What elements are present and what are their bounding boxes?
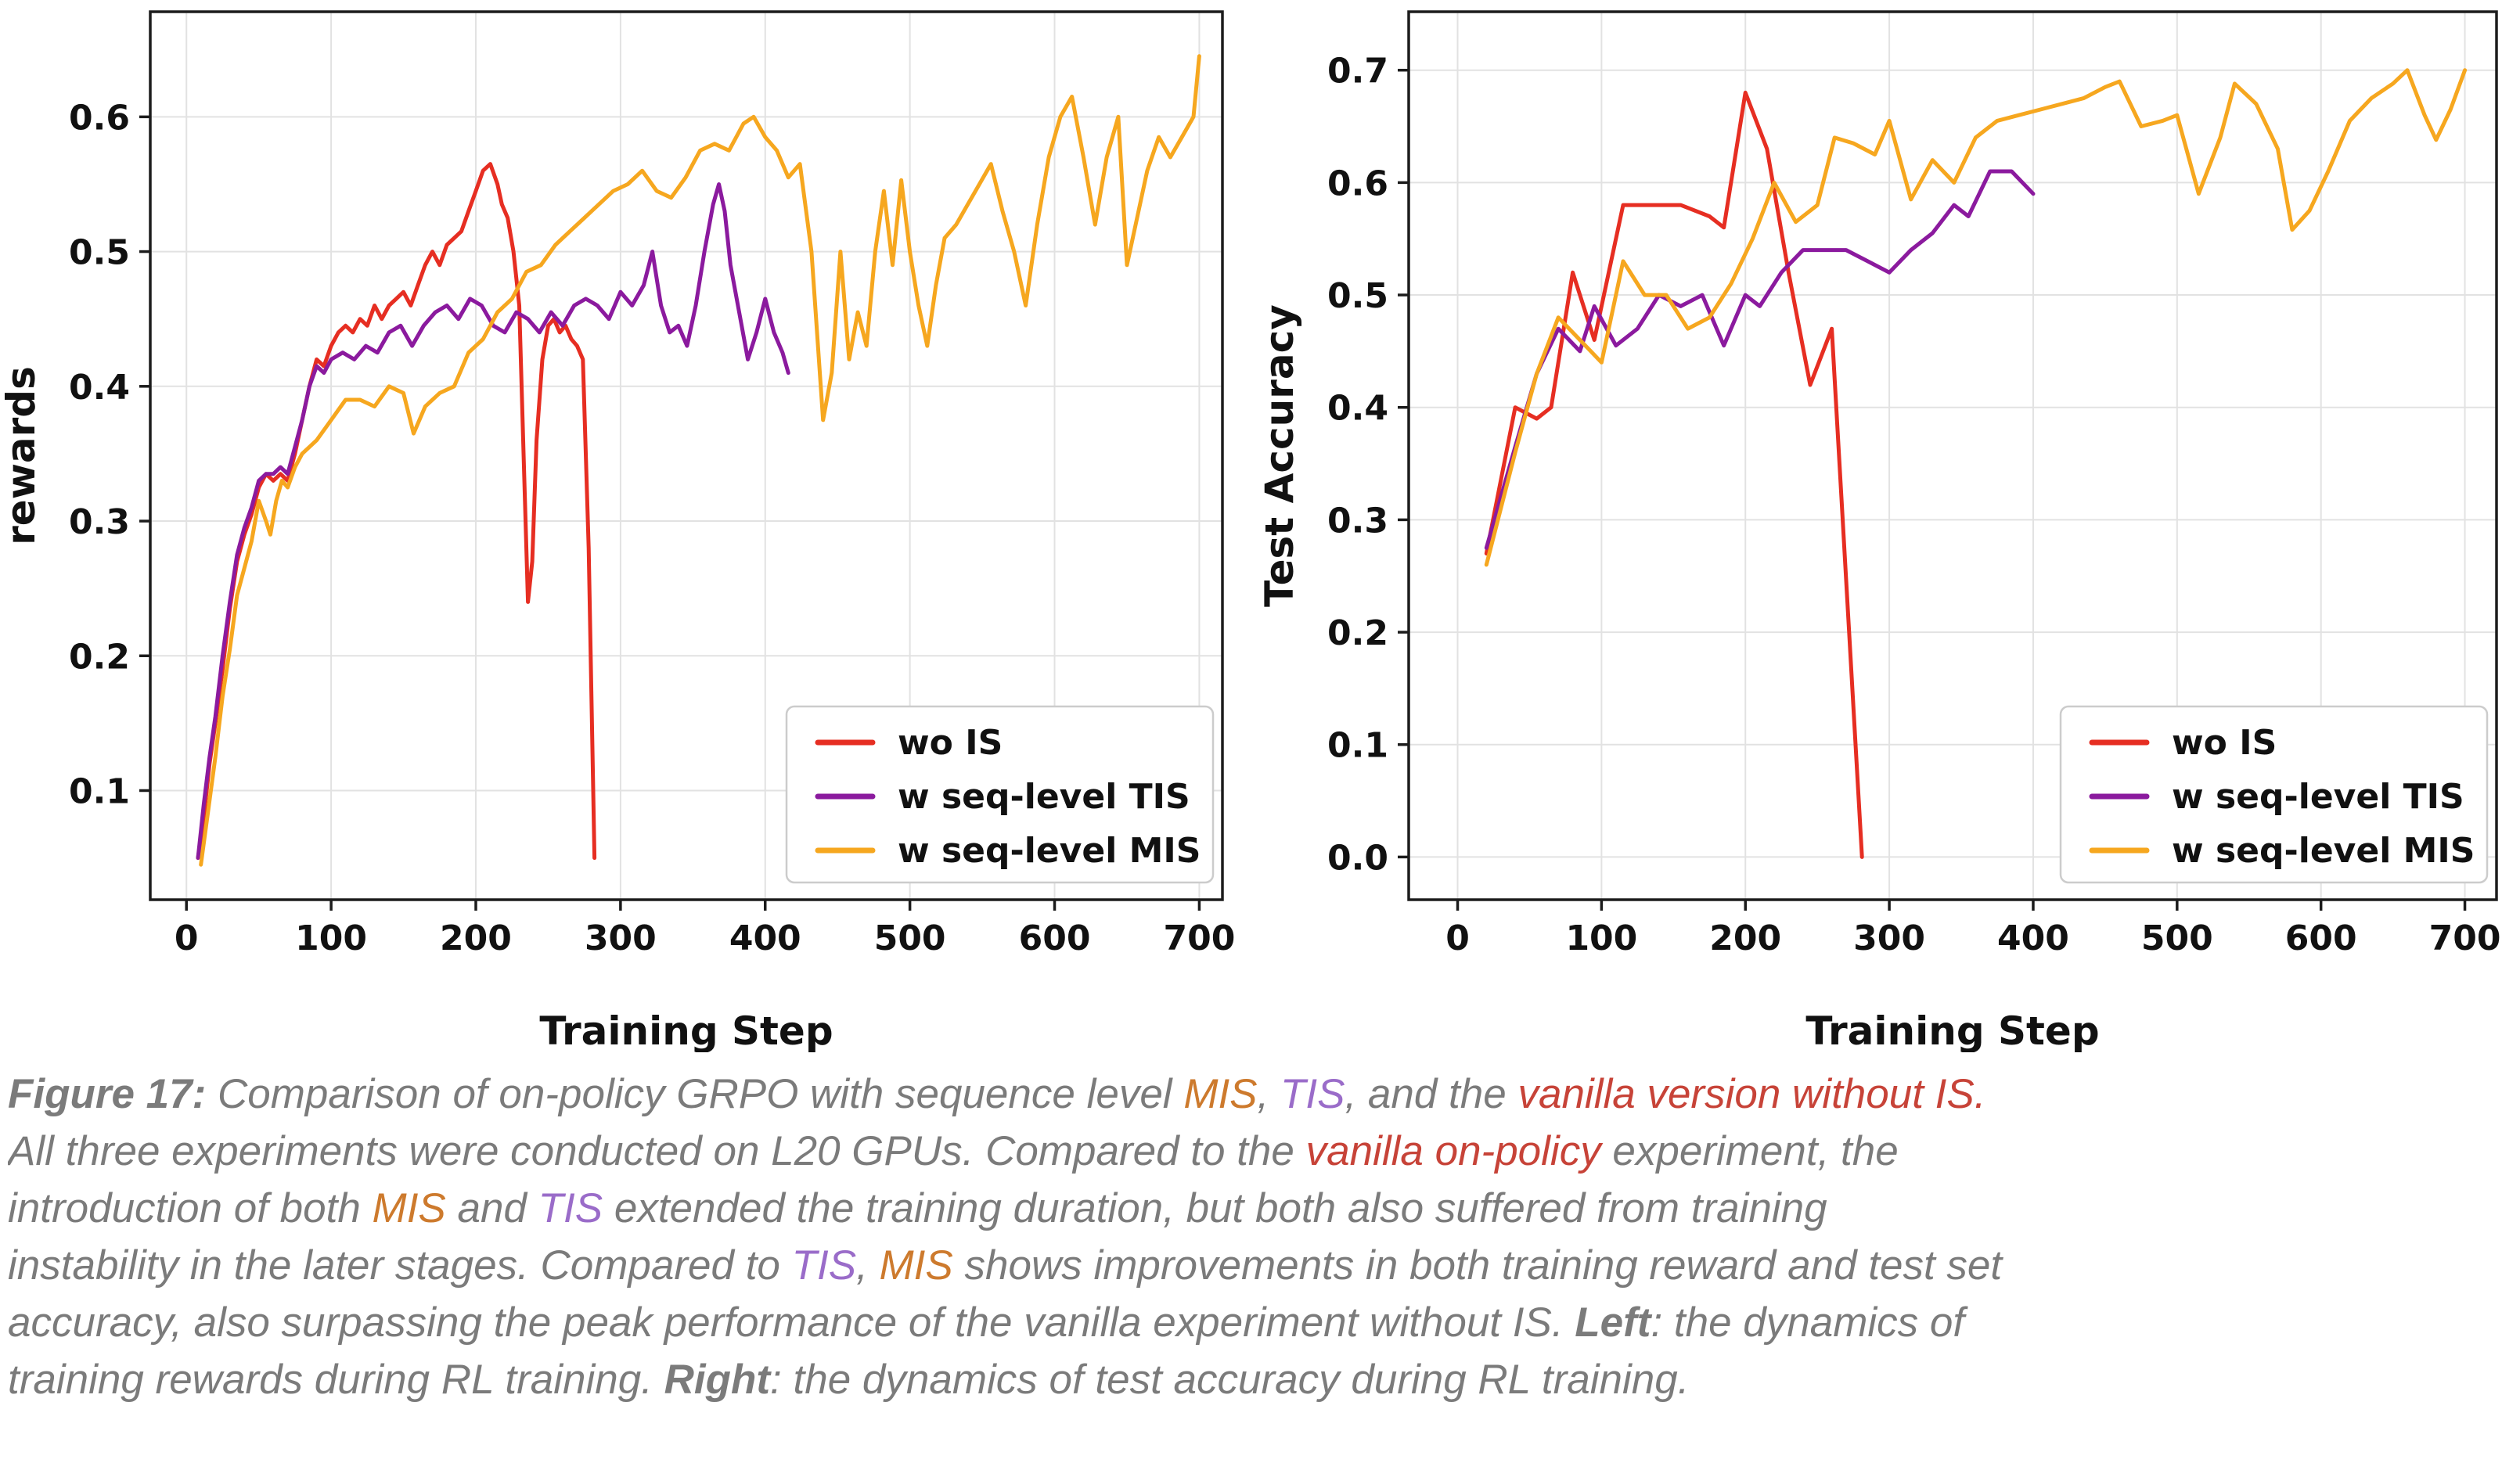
caption-text: : the dynamics of <box>1651 1299 1965 1346</box>
y-axis-label: Test Accuracy <box>1260 304 1302 607</box>
figure-caption: Figure 17: Comparison of on-policy GRPO … <box>8 1066 2515 1408</box>
legend-label: w seq-level MIS <box>898 831 1201 871</box>
series-line-wo-is <box>1484 90 1864 859</box>
x-axis-label: Training Step <box>1805 1008 2099 1052</box>
x-axis-label: Training Step <box>539 1008 833 1052</box>
caption-line-1: Figure 17: Comparison of on-policy GRPO … <box>8 1066 2515 1123</box>
y-tick-label: 0.2 <box>1327 613 1388 653</box>
legend: wo IS w seq-level TIS w seq-level MIS <box>785 705 1215 884</box>
y-axis-ticks: 0.0 0.1 0.2 0.3 0.4 0.5 0.6 0.7 <box>1327 52 1409 878</box>
grid-lines <box>1409 12 2497 900</box>
series-line-w-seq-level-mis <box>1484 68 2468 567</box>
y-tick-label: 0.7 <box>1327 52 1388 92</box>
legend: wo IS w seq-level TIS w seq-level MIS <box>2059 705 2489 884</box>
x-tick-label: 100 <box>1565 918 1637 958</box>
series-line-w-seq-level-tis <box>196 182 790 861</box>
legend-label: w seq-level TIS <box>898 777 1190 817</box>
y-tick-label: 0.5 <box>1327 276 1388 316</box>
caption-bold-text: Figure 17: <box>8 1071 207 1117</box>
x-tick-label: 700 <box>2429 918 2501 958</box>
x-tick-label: 700 <box>1163 918 1235 958</box>
legend-label: w seq-level MIS <box>2172 831 2475 871</box>
y-tick-label: 0.4 <box>1327 389 1388 429</box>
legend-label: wo IS <box>898 723 1003 763</box>
x-tick-label: 0 <box>1445 918 1470 958</box>
y-tick-label: 0.2 <box>69 637 130 677</box>
caption-bold-text: Left <box>1575 1299 1651 1346</box>
caption-term-orange: MIS <box>879 1242 953 1289</box>
x-tick-label: 200 <box>440 918 512 958</box>
caption-term-red: vanilla version without IS. <box>1517 1071 1986 1117</box>
plot-border <box>1407 10 2498 901</box>
legend-label: wo IS <box>2172 723 2277 763</box>
x-axis-ticks: 0 100 200 300 400 500 600 700 <box>1445 900 2500 958</box>
y-tick-label: 0.3 <box>69 502 130 542</box>
legend-label: w seq-level TIS <box>2172 777 2464 817</box>
y-tick-label: 0.4 <box>69 368 130 408</box>
caption-term-purple: TIS <box>1280 1071 1345 1117</box>
caption-text: shows improvements in both training rewa… <box>952 1242 2003 1289</box>
x-tick-label: 500 <box>874 918 946 958</box>
y-tick-label: 0.1 <box>69 771 130 811</box>
x-tick-label: 400 <box>729 918 801 958</box>
caption-text: , and the <box>1345 1071 1518 1117</box>
caption-text: training rewards during RL training. <box>8 1357 664 1403</box>
caption-line-2: All three experiments were conducted on … <box>8 1123 2515 1180</box>
y-tick-label: 0.6 <box>69 98 130 138</box>
caption-text: All three experiments were conducted on … <box>8 1128 1306 1174</box>
y-axis-ticks: 0.1 0.2 0.3 0.4 0.5 0.6 <box>69 98 150 811</box>
caption-line-5: accuracy, also surpassing the peak perfo… <box>8 1294 2515 1351</box>
caption-text: experiment, the <box>1600 1128 1899 1174</box>
x-tick-label: 100 <box>295 918 367 958</box>
caption-text: extended the training duration, but both… <box>603 1185 1827 1231</box>
caption-term-orange: MIS <box>1183 1071 1258 1117</box>
grid-lines <box>150 12 1222 900</box>
caption-text: instability in the later stages. Compare… <box>8 1242 792 1289</box>
x-tick-label: 400 <box>1997 918 2069 958</box>
caption-term-red: vanilla on-policy <box>1305 1128 1601 1174</box>
series-lines <box>1484 68 2468 859</box>
caption-line-3: introduction of both MIS and TIS extende… <box>8 1180 2515 1237</box>
caption-text: , <box>856 1242 880 1289</box>
caption-text: accuracy, also surpassing the peak perfo… <box>8 1299 1575 1346</box>
test-accuracy-chart: 0 100 200 300 400 500 600 700 0.0 0.1 0.2 0.3 0.4 0.5… <box>1260 10 2500 1052</box>
caption-bold-text: Right <box>664 1357 771 1403</box>
caption-text: , <box>1257 1071 1280 1117</box>
y-tick-label: 0.3 <box>1327 501 1388 541</box>
caption-text: : the dynamics of test accuracy during R… <box>770 1357 1690 1403</box>
y-axis-label: rewards <box>0 366 44 545</box>
y-tick-label: 0.1 <box>1327 726 1388 766</box>
series-line-w-seq-level-mis <box>199 54 1201 867</box>
x-tick-label: 200 <box>1709 918 1781 958</box>
caption-line-6: training rewards during RL training. Rig… <box>8 1351 2515 1408</box>
rewards-chart: 0 100 200 300 400 500 600 700 0.1 0.2 0.3 0.4 0.5 0.6… <box>0 10 1235 1052</box>
legend-box <box>2059 705 2489 884</box>
caption-line-4: instability in the later stages. Compare… <box>8 1237 2515 1294</box>
x-tick-label: 300 <box>585 918 657 958</box>
x-tick-label: 300 <box>1853 918 1925 958</box>
caption-text: and <box>445 1185 538 1231</box>
plot-border <box>149 10 1224 901</box>
x-tick-label: 500 <box>2141 918 2213 958</box>
x-tick-label: 0 <box>175 918 199 958</box>
caption-term-purple: TIS <box>791 1242 857 1289</box>
x-axis-ticks: 0 100 200 300 400 500 600 700 <box>175 900 1235 958</box>
y-tick-label: 0.0 <box>1327 838 1388 878</box>
caption-term-orange: MIS <box>372 1185 446 1231</box>
y-tick-label: 0.5 <box>69 233 130 273</box>
charts-row: 0 100 200 300 400 500 600 700 0.1 0.2 0.3 0.4 0.5 0.6… <box>0 10 2500 1052</box>
caption-text: introduction of both <box>8 1185 373 1231</box>
y-tick-label: 0.6 <box>1327 164 1388 203</box>
series-line-w-seq-level-tis <box>1484 169 2036 550</box>
x-tick-label: 600 <box>2285 918 2357 958</box>
caption-term-purple: TIS <box>538 1185 603 1231</box>
series-lines <box>196 54 1201 867</box>
caption-text: Comparison of on-policy GRPO with sequen… <box>206 1071 1184 1117</box>
legend-box <box>785 705 1215 884</box>
x-tick-label: 600 <box>1019 918 1091 958</box>
